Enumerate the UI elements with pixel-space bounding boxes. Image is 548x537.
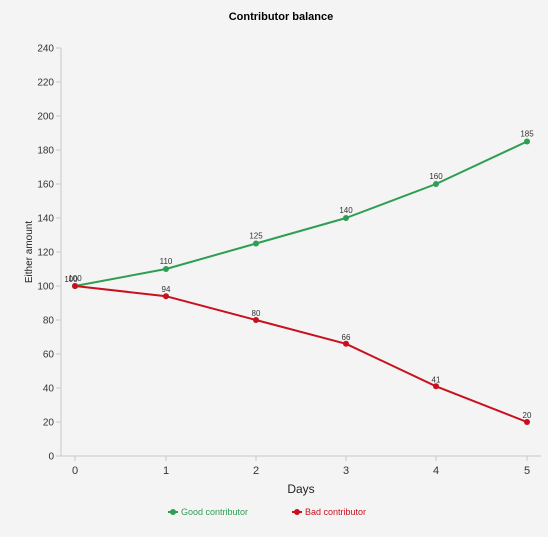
data-point [163,266,169,272]
data-point [163,293,169,300]
data-label: 100 [68,274,82,283]
legend-label: Good contributor [181,507,248,517]
x-tick-label: 5 [524,465,530,477]
data-point [253,240,259,247]
y-tick-label: 160 [37,180,54,191]
y-tick-label: 200 [37,112,54,123]
y-tick-label: 100 [37,282,54,293]
series-layer [72,138,530,425]
data-point [72,283,78,289]
y-tick-label: 20 [43,418,55,429]
data-label: 125 [249,232,263,241]
y-tick-label: 180 [37,146,54,157]
y-ticks: 0 20 40 60 80 100 120 140 160 180 200 220 240 [37,44,61,463]
y-tick-label: 40 [43,384,55,395]
y-tick-label: 80 [43,316,55,327]
y-axis-label: Either amount [24,221,35,283]
data-label: 160 [429,172,443,181]
legend-marker [294,509,300,515]
data-point [253,317,259,323]
data-label: 41 [432,375,441,384]
y-tick-label: 120 [37,248,54,259]
y-tick-label: 60 [43,350,55,361]
x-tick-label: 1 [163,465,169,477]
axes [60,48,541,457]
data-label: 140 [339,206,353,215]
series-line [74,140,528,287]
y-tick-label: 240 [37,44,54,55]
x-tick-label: 0 [72,465,78,477]
data-label: 110 [160,257,173,266]
data-point [433,383,439,390]
data-point [524,138,530,145]
data-label: 185 [520,130,534,139]
legend-marker [170,509,176,515]
x-tick-label: 3 [343,465,349,477]
data-point [343,340,349,347]
data-label: 80 [252,309,261,318]
chart-title: Contributor balance [229,11,334,23]
data-point [343,215,349,221]
data-label: 94 [162,285,171,294]
x-tick-label: 4 [433,465,439,477]
data-labels: 100 110 125 140 160 185 100 94 80 66 41 20 [64,130,534,421]
x-tick-label: 2 [253,465,259,477]
data-label: 66 [342,333,351,342]
x-ticks: 0 1 2 3 4 5 [72,456,530,477]
y-tick-label: 220 [37,78,54,89]
x-axis-label: Days [287,482,314,496]
series-line [74,285,528,423]
legend-label: Bad contributor [305,507,366,517]
data-label: 20 [523,411,532,420]
y-tick-label: 0 [48,452,54,463]
data-point [433,181,439,187]
data-point [524,419,530,425]
legend: Good contributor Bad contributor [168,507,366,517]
y-tick-label: 140 [37,214,54,225]
data-label: 100 [64,275,78,284]
